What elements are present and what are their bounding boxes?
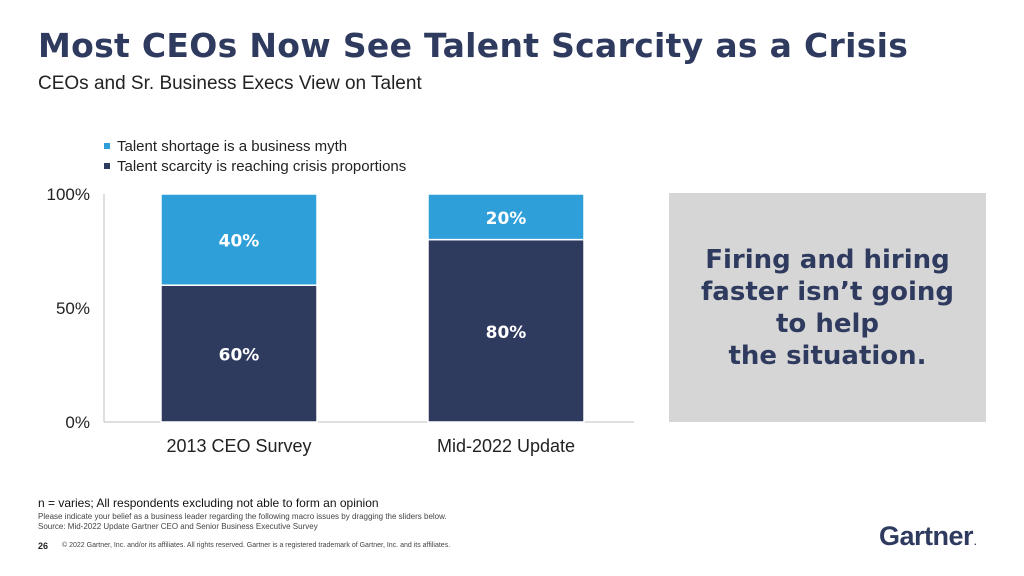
- bar-segment: [160, 284, 318, 423]
- gartner-logo: Gartner.: [879, 521, 977, 552]
- y-tick-label: 50%: [56, 299, 90, 318]
- slide-title: Most CEOs Now See Talent Scarcity as a C…: [38, 26, 909, 65]
- callout-box: Firing and hiring faster isn’t going to …: [669, 193, 986, 422]
- survey-question: Please indicate your belief as a busines…: [38, 512, 447, 521]
- page-number: 26: [38, 541, 49, 551]
- legend-label-myth: Talent shortage is a business myth: [117, 137, 348, 155]
- data-label: 60%: [219, 346, 260, 366]
- legend-item-crisis: Talent scarcity is reaching crisis propo…: [104, 156, 406, 176]
- chart-legend: Talent shortage is a business myth Talen…: [104, 136, 406, 176]
- source-note: Source: Mid-2022 Update Gartner CEO and …: [38, 522, 318, 531]
- logo-mark: .: [974, 537, 977, 547]
- legend-swatch-crisis: [104, 163, 110, 169]
- bar-segment: [427, 193, 585, 241]
- legend-swatch-myth: [104, 143, 110, 149]
- y-tick-label: 0%: [65, 413, 90, 432]
- y-tick-label: 100%: [47, 185, 90, 204]
- slide-subtitle: CEOs and Sr. Business Execs View on Tale…: [38, 73, 422, 94]
- x-tick-label: Mid-2022 Update: [437, 436, 575, 456]
- callout-text: Firing and hiring faster isn’t going to …: [700, 244, 955, 371]
- x-tick-label: 2013 CEO Survey: [166, 436, 311, 456]
- data-label: 20%: [486, 209, 527, 229]
- bar-segment: [427, 238, 585, 423]
- copyright-notice: © 2022 Gartner, Inc. and/or its affiliat…: [62, 542, 451, 549]
- legend-item-myth: Talent shortage is a business myth: [104, 136, 406, 156]
- bar-segment: [160, 193, 318, 286]
- data-label: 80%: [486, 323, 527, 343]
- logo-text: Gartner: [879, 521, 974, 551]
- data-label: 40%: [219, 232, 260, 252]
- stacked-bar-chart: 0% 50% 100% 60% 40% 2013 CEO Survey 80% 20% Mid-…: [47, 185, 634, 456]
- legend-label-crisis: Talent scarcity is reaching crisis propo…: [117, 157, 407, 175]
- footnote: n = varies; All respondents excluding no…: [38, 496, 379, 510]
